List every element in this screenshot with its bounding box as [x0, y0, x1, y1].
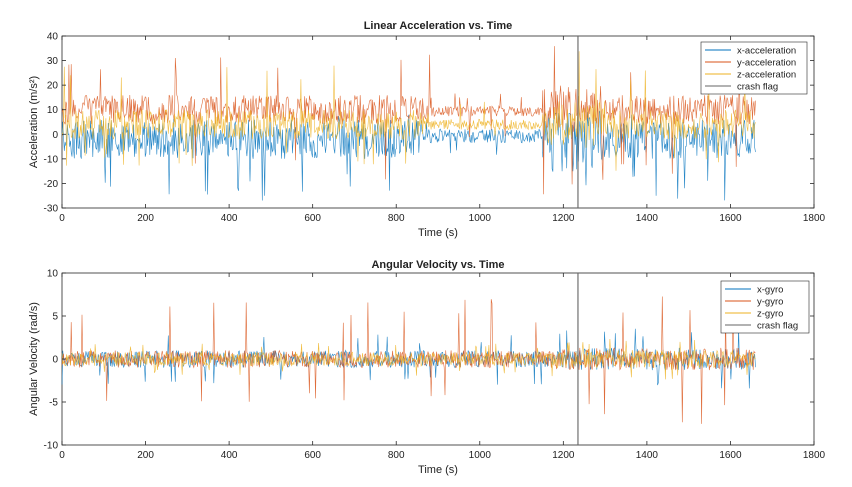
acceleration-xtick-label-3: 600 [304, 213, 321, 224]
angular-velocity-legend-label-z-gyro: z-gyro [757, 309, 783, 320]
angular-velocity-xtick-label-3: 600 [304, 450, 321, 461]
acceleration-xtick-label-4: 800 [388, 213, 405, 224]
angular-velocity-ytick-label-1: -5 [49, 398, 58, 409]
acceleration-xtick-label-1: 200 [137, 213, 154, 224]
acceleration-xtick-label-0: 0 [59, 213, 65, 224]
acceleration-legend: x-accelerationy-accelerationz-accelerati… [700, 41, 808, 95]
acceleration-legend-label-crash-flag: crash flag [737, 82, 778, 93]
angular-velocity-xtick-label-6: 1200 [552, 450, 575, 461]
angular-velocity-ytick-label-2: 0 [52, 355, 58, 366]
angular-velocity-axes-frame [61, 272, 815, 446]
angular-velocity-legend-label-crash-flag: crash flag [757, 321, 798, 332]
angular-velocity-xlabel: Time (s) [418, 464, 458, 476]
angular-velocity-plot: Angular Velocity vs. Time Time (s) Angul… [28, 259, 826, 476]
angular-velocity-ytick-label-3: 5 [52, 312, 58, 323]
angular-velocity-legend-box [720, 280, 810, 334]
acceleration-ytick-label-7: 40 [47, 32, 59, 43]
angular-velocity-legend-label-x-gyro: x-gyro [757, 285, 783, 296]
angular-velocity-z-gyro-trace [61, 338, 756, 380]
angular-velocity-series [61, 290, 756, 424]
acceleration-z-acceleration-trace [61, 51, 756, 171]
angular-velocity-xtick-label-5: 1000 [469, 450, 492, 461]
acceleration-ytick-label-1: -20 [44, 179, 59, 190]
acceleration-y-acceleration-trace [61, 46, 756, 195]
angular-velocity-xtick-label-8: 1600 [719, 450, 742, 461]
angular-velocity-title: Angular Velocity vs. Time [371, 259, 504, 271]
angular-velocity-ytick-label-0: -10 [44, 441, 59, 452]
angular-velocity-legend-label-y-gyro: y-gyro [757, 297, 783, 308]
angular-velocity-xtick-label-7: 1400 [636, 450, 659, 461]
acceleration-series [61, 46, 756, 201]
acceleration-axes-frame [61, 35, 815, 209]
acceleration-ylabel: Acceleration (m/s²) [28, 76, 40, 168]
acceleration-xtick-label-7: 1400 [636, 213, 659, 224]
angular-velocity-xtick-label-0: 0 [59, 450, 65, 461]
acceleration-ytick-label-0: -30 [44, 204, 59, 215]
acceleration-legend-box [700, 41, 808, 95]
acceleration-xtick-label-2: 400 [221, 213, 238, 224]
acceleration-x-acceleration-trace [61, 110, 756, 201]
acceleration-legend-label-z-acceleration: z-acceleration [737, 70, 796, 81]
acceleration-ytick-label-5: 20 [47, 81, 59, 92]
acceleration-xtick-label-6: 1200 [552, 213, 575, 224]
acceleration-ytick-label-3: 0 [52, 130, 58, 141]
acceleration-xlabel: Time (s) [418, 227, 458, 239]
angular-velocity-xtick-label-2: 400 [221, 450, 238, 461]
acceleration-ytick-label-2: -10 [44, 154, 59, 165]
angular-velocity-xtick-label-4: 800 [388, 450, 405, 461]
acceleration-xtick-label-9: 1800 [803, 213, 826, 224]
acceleration-ytick-label-4: 10 [47, 105, 59, 116]
acceleration-ytick-label-6: 30 [47, 56, 59, 67]
angular-velocity-xtick-label-1: 200 [137, 450, 154, 461]
acceleration-xtick-label-5: 1000 [469, 213, 492, 224]
acceleration-title: Linear Acceleration vs. Time [364, 20, 513, 32]
acceleration-legend-label-y-acceleration: y-acceleration [737, 58, 796, 69]
angular-velocity-ylabel: Angular Velocity (rad/s) [28, 302, 40, 416]
angular-velocity-xtick-label-9: 1800 [803, 450, 826, 461]
acceleration-legend-label-x-acceleration: x-acceleration [737, 46, 796, 57]
angular-velocity-ytick-label-4: 10 [47, 269, 59, 280]
acceleration-xtick-label-8: 1600 [719, 213, 742, 224]
acceleration-plot: Linear Acceleration vs. Time Time (s) Ac… [28, 20, 826, 239]
